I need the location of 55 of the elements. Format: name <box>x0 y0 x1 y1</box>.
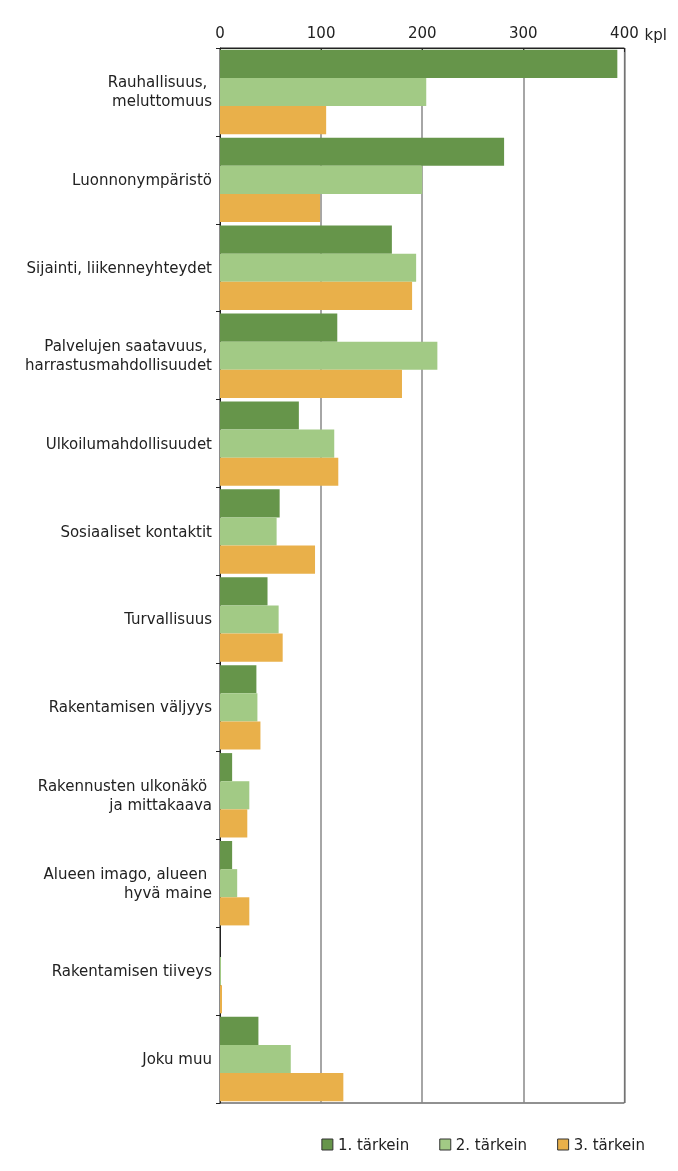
bar <box>220 665 257 694</box>
y-tick-label: Palvelujen saatavuus, harrastusmahdollisuudet <box>25 337 213 375</box>
bar <box>220 721 261 750</box>
bar <box>220 809 248 838</box>
y-tick-label: Alueen imago, alueen hyvä maine <box>43 864 212 902</box>
y-tick-label: Turvallisuus <box>123 610 213 629</box>
y-tick-label: Joku muu <box>141 1050 212 1069</box>
bar <box>220 165 423 194</box>
bar <box>220 1044 291 1074</box>
bar <box>220 313 338 342</box>
y-tick-label: Rakentamisen tiiveys <box>51 962 213 981</box>
bar <box>220 577 268 606</box>
bar <box>220 1016 259 1045</box>
bar <box>220 897 250 926</box>
bar <box>220 369 402 398</box>
y-tick-label: Luonnonympäristö <box>72 170 212 189</box>
x-tick-label: 300 <box>508 23 538 42</box>
bar <box>220 193 321 223</box>
bar <box>220 253 417 282</box>
legend-label: 1. tärkein <box>337 1135 410 1154</box>
bar <box>220 1073 344 1102</box>
x-axis-title: kpl <box>644 25 668 44</box>
bar <box>220 517 277 546</box>
y-tick-label: Ulkoilumahdollisuudet <box>45 434 213 453</box>
bar <box>220 985 223 1014</box>
bar <box>220 341 438 370</box>
x-tick-label: 100 <box>306 23 336 42</box>
bar <box>220 281 413 310</box>
bar <box>220 753 233 782</box>
y-tick-label: Sosiaaliset kontaktit <box>60 522 213 541</box>
bar <box>220 781 250 810</box>
bar <box>220 841 233 870</box>
y-tick-label: Rakennusten ulkonäkö ja mittakaava <box>37 776 212 814</box>
y-tick-label: Rakentamisen väljyys <box>48 698 213 717</box>
x-tick-label: 200 <box>407 23 437 42</box>
bar <box>220 633 283 662</box>
bar <box>220 869 238 898</box>
bar <box>220 106 327 135</box>
bar <box>220 401 299 430</box>
legend-label: 3. tärkein <box>573 1135 645 1154</box>
bar <box>220 429 335 458</box>
x-tick-label: 400 <box>610 23 639 42</box>
bar <box>220 457 339 486</box>
x-tick-label: 0 <box>215 23 225 42</box>
y-tick-label: Sijainti, liikenneyhteydet <box>26 258 213 277</box>
y-tick-label: Rauhallisuus, meluttomuus <box>107 73 213 111</box>
bar <box>220 77 427 107</box>
legend-label: 2. tärkein <box>455 1135 528 1154</box>
bar <box>220 49 618 78</box>
bar <box>220 489 280 518</box>
bar <box>220 605 279 634</box>
bar <box>220 693 258 722</box>
bar <box>220 137 505 166</box>
bar <box>220 545 316 574</box>
bar <box>220 225 392 254</box>
